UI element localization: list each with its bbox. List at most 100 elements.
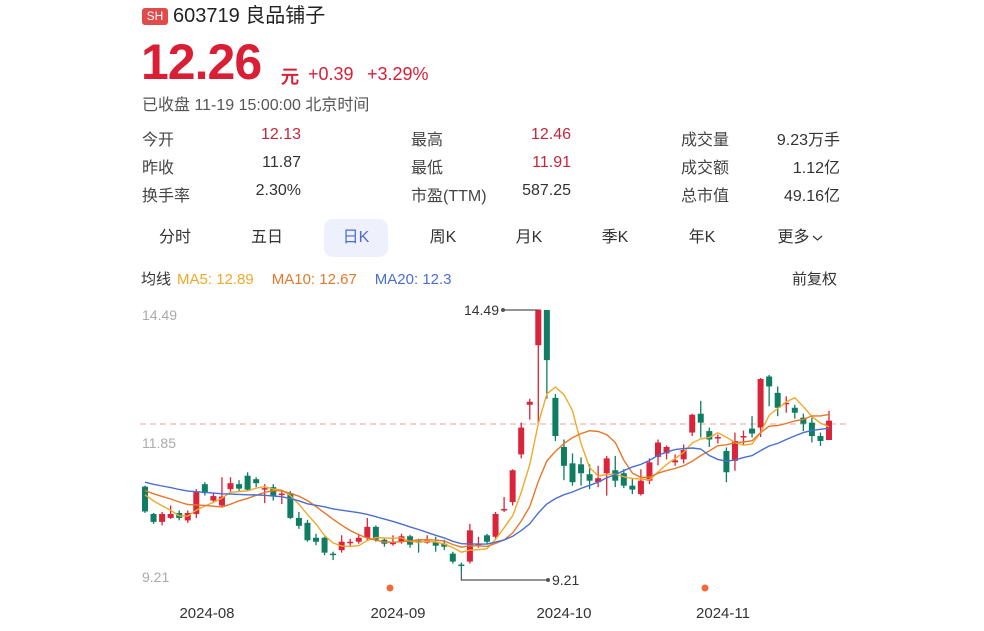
candle-down: [706, 431, 713, 440]
candle-down: [150, 513, 157, 522]
candle-up: [689, 414, 696, 433]
min-price-annotation: 9.21: [460, 572, 579, 588]
low-value: 11.91: [532, 154, 571, 171]
candle-down: [236, 484, 243, 489]
tab-more[interactable]: 更多: [765, 219, 835, 257]
candle-down: [620, 473, 627, 486]
turnover-value: 2.30%: [255, 182, 301, 199]
exchange-badge: SH: [142, 8, 168, 25]
event-dot-icon[interactable]: [386, 584, 394, 592]
candle-down: [304, 522, 311, 541]
chevron-down-icon: [812, 235, 822, 241]
tab-weekly-k[interactable]: 周K: [429, 229, 457, 246]
candle-down: [560, 446, 567, 466]
x-axis-label: 2024-11: [696, 605, 750, 622]
amount-value: 1.12亿: [792, 160, 840, 177]
candle-down: [586, 474, 593, 481]
candle-down: [543, 310, 550, 361]
candle-down: [578, 464, 585, 474]
candle-down: [552, 397, 559, 437]
ma-lines-group: [144, 386, 830, 553]
volume-label: 成交量: [681, 132, 730, 149]
high-value: 12.46: [530, 126, 571, 143]
candle-up: [227, 483, 234, 490]
tab-monthly-k[interactable]: 月K: [515, 229, 543, 246]
candle-down: [697, 413, 704, 423]
price-change-percent: +3.29%: [367, 64, 429, 84]
mktcap-label: 总市值: [681, 188, 730, 205]
candle-up: [603, 458, 610, 474]
candle-up: [826, 420, 832, 441]
price-change: +0.39: [308, 64, 354, 84]
candle-down: [569, 463, 576, 483]
candle-down: [749, 428, 756, 434]
tab-intraday[interactable]: 分时: [158, 229, 191, 246]
candle-down: [244, 475, 251, 490]
candle-down: [808, 422, 815, 437]
candle-up: [218, 496, 225, 506]
prev-close-value: 11.87: [262, 154, 301, 171]
svg-text:14.49: 14.49: [464, 302, 499, 318]
candle-down: [766, 376, 773, 387]
candle-up: [672, 460, 679, 463]
candle-down: [458, 564, 465, 567]
period-tabs: 分时 五日 日K 周K 月K 季K 年K 更多: [140, 219, 850, 257]
price-unit: 元: [281, 67, 299, 87]
candle-up: [355, 537, 362, 542]
candle-up: [398, 536, 405, 542]
candle-down: [629, 485, 636, 490]
candle-down: [449, 553, 456, 562]
ma-legend: 均线 MA5: 12.89 MA10: 12.67 MA20: 12.3: [141, 268, 470, 289]
candle-up: [364, 526, 371, 538]
candle-down: [201, 484, 208, 494]
y-axis-max-label: 14.49: [142, 307, 177, 323]
open-value: 12.13: [260, 126, 301, 143]
candle-up: [347, 541, 354, 544]
candle-up: [501, 508, 508, 511]
candle-up: [663, 446, 670, 454]
candle-down: [313, 537, 319, 542]
turnover-label: 换手率: [142, 188, 191, 205]
candle-up: [783, 402, 790, 405]
candle-up: [646, 462, 653, 481]
max-price-annotation: 14.49: [464, 302, 539, 318]
amount-label: 成交额: [681, 160, 730, 177]
candle-up: [193, 492, 200, 514]
ma-label: 均线: [141, 271, 172, 288]
candle-up: [757, 378, 764, 428]
candle-down: [432, 541, 439, 546]
candle-up: [595, 478, 602, 483]
candle-up: [389, 542, 396, 545]
current-price: 12.26: [141, 34, 262, 90]
y-axis-mid-label: 11.85: [142, 435, 176, 451]
candle-down: [441, 543, 448, 547]
candle-up: [637, 480, 644, 495]
high-label: 最高: [411, 132, 444, 149]
open-label: 今开: [142, 132, 175, 149]
pe-label: 市盈(TTM): [411, 188, 487, 205]
candle-down: [253, 479, 260, 484]
tab-quarterly-k[interactable]: 季K: [601, 229, 629, 246]
tab-five-day[interactable]: 五日: [250, 229, 283, 246]
ma5-line: [144, 386, 830, 553]
volume-value: 9.23万手: [776, 132, 840, 149]
tab-daily-k[interactable]: 日K: [324, 219, 388, 257]
candle-up: [167, 513, 174, 518]
candle-up: [526, 401, 533, 405]
candle-down: [321, 537, 328, 553]
tab-yearly-k[interactable]: 年K: [688, 229, 716, 246]
ma20-value: MA20: 12.3: [374, 271, 452, 288]
candle-up: [492, 513, 499, 537]
tab-more-label: 更多: [777, 229, 810, 246]
event-dot-icon[interactable]: [701, 584, 709, 592]
pe-value: 587.25: [522, 182, 571, 199]
adjust-mode-button[interactable]: 前复权: [792, 271, 838, 288]
candle-up: [535, 309, 542, 346]
stock-code-name: 603719 良品铺子: [173, 5, 326, 27]
candle-down: [774, 392, 781, 408]
candle-down: [295, 517, 302, 526]
market-status: 已收盘 11-19 15:00:00 北京时间: [142, 97, 370, 114]
candle-down: [330, 553, 337, 556]
candle-up: [278, 493, 285, 496]
